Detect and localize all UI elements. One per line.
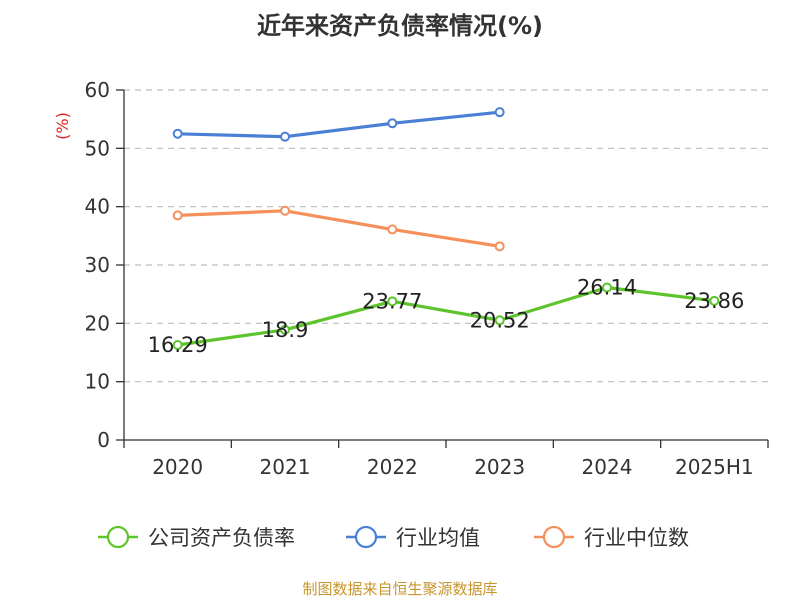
data-label-2025H1: 23.86: [684, 289, 744, 313]
x-tick-label-2023: 2023: [474, 455, 525, 479]
legend-label-2: 行业中位数: [584, 526, 689, 550]
legend-item-1: 行业均值: [346, 525, 480, 550]
series-line-2: [177, 209, 500, 248]
series-line-0: [177, 285, 715, 347]
legend-item-2: 行业中位数: [534, 525, 689, 550]
data-label-2022: 23.77: [362, 289, 422, 313]
legend: 公司资产负债率 行业均值 行业中位数: [98, 525, 689, 550]
legend-marker-2: [542, 525, 566, 549]
y-tick-label-0: 0: [97, 428, 110, 452]
x-tick-labels: 2020 2021 2022 2023 2024 2025H1: [152, 455, 753, 479]
y-tick-label-60: 60: [85, 78, 110, 102]
x-tick-label-2020: 2020: [152, 455, 203, 479]
data-point-0-2023: [494, 315, 505, 326]
data-point-1-2022: [387, 118, 398, 129]
legend-label-0: 公司资产负债率: [148, 526, 295, 550]
data-labels: 16.29 18.9 23.77 20.52 26.14 23.86: [148, 276, 745, 357]
source-note: 制图数据来自恒生聚源数据库: [302, 580, 498, 598]
data-label-2023: 20.52: [470, 308, 530, 332]
y-tick-label-10: 10: [85, 370, 110, 394]
x-tick-label-2021: 2021: [260, 455, 311, 479]
data-label-2020: 16.29: [148, 333, 208, 357]
legend-label-1: 行业均值: [396, 526, 480, 550]
data-label-2024: 26.14: [577, 276, 637, 300]
legend-marker-1: [354, 525, 378, 549]
y-tick-label-20: 20: [85, 311, 110, 335]
x-tick-label-2022: 2022: [367, 455, 418, 479]
y-tick-label-30: 30: [85, 253, 110, 277]
data-point-0-2022: [387, 296, 398, 307]
series-line-1: [177, 110, 500, 139]
data-point-2-2021: [280, 205, 290, 216]
data-point-1-2023: [494, 107, 505, 118]
data-point-0-2025H1: [709, 295, 720, 306]
data-point-0-2020: [172, 339, 183, 350]
data-point-2-2022: [387, 224, 398, 235]
grid-lines: [124, 89, 768, 383]
data-point-0-2021: [280, 324, 290, 335]
y-tick-label-50: 50: [85, 136, 110, 160]
data-point-1-2021: [280, 131, 290, 142]
x-tick-label-2024: 2024: [582, 455, 633, 479]
data-point-1-2020: [172, 128, 183, 139]
series-lines: [172, 107, 720, 350]
data-point-2-2023: [494, 241, 505, 252]
data-point-2-2020: [172, 210, 183, 221]
legend-marker-0: [106, 525, 130, 549]
data-label-2021: 18.9: [262, 318, 309, 342]
y-axis-unit-label: (%): [53, 112, 72, 140]
data-point-0-2024: [602, 282, 612, 293]
axes: [116, 89, 769, 448]
y-tick-label-40: 40: [85, 195, 110, 219]
x-tick-label-2025H1: 2025H1: [675, 455, 754, 479]
chart-title: 近年来资产负债率情况(%): [257, 12, 543, 40]
legend-item-0: 公司资产负债率: [98, 525, 295, 550]
y-tick-labels: 0 10 20 30 40 50 60: [85, 78, 110, 452]
